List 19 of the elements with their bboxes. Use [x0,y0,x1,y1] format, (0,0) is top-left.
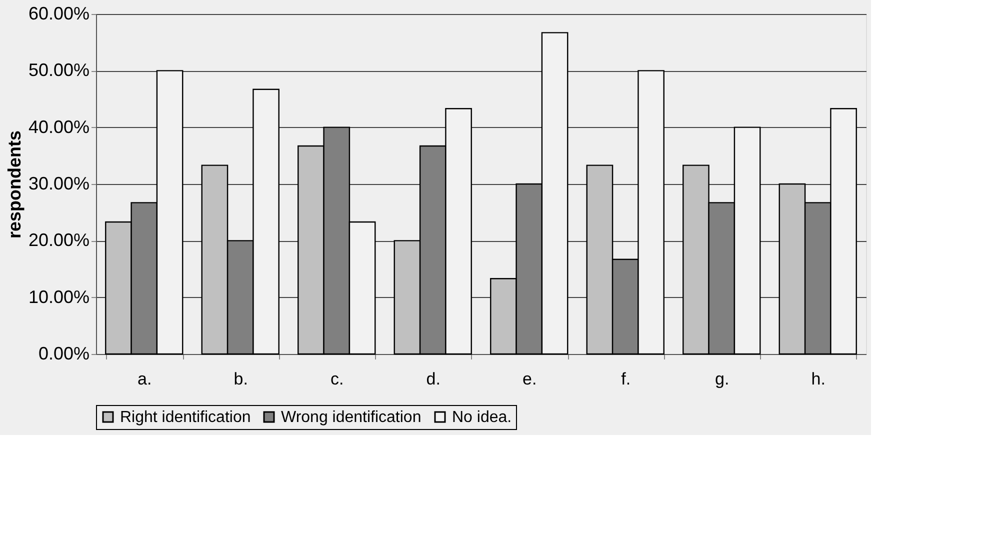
y-tick-label: 20.00% [28,230,90,250]
x-tick-label: h. [811,370,826,388]
x-tick-label: d. [426,370,440,388]
y-tick-label: 10.00% [28,286,90,307]
y-tick-label: 0.00% [38,344,90,364]
y-tick-label: 50.00% [28,60,90,80]
legend-label: Right identification [120,409,251,426]
x-tick-label: e. [522,370,537,388]
legend-label: Wrong identification [281,409,422,426]
y-tick-label: 60.00% [28,4,90,24]
y-tick-label: 40.00% [28,116,90,137]
x-tick-label: f. [621,370,631,388]
y-axis-title: respondents [4,130,24,239]
x-tick-label: b. [234,370,248,388]
y-tick-label: 30.00% [28,174,90,194]
x-tick-label: a. [138,370,152,388]
x-tick-label: g. [715,370,730,388]
legend-label: No idea. [452,409,512,426]
x-tick-label: c. [330,370,344,388]
